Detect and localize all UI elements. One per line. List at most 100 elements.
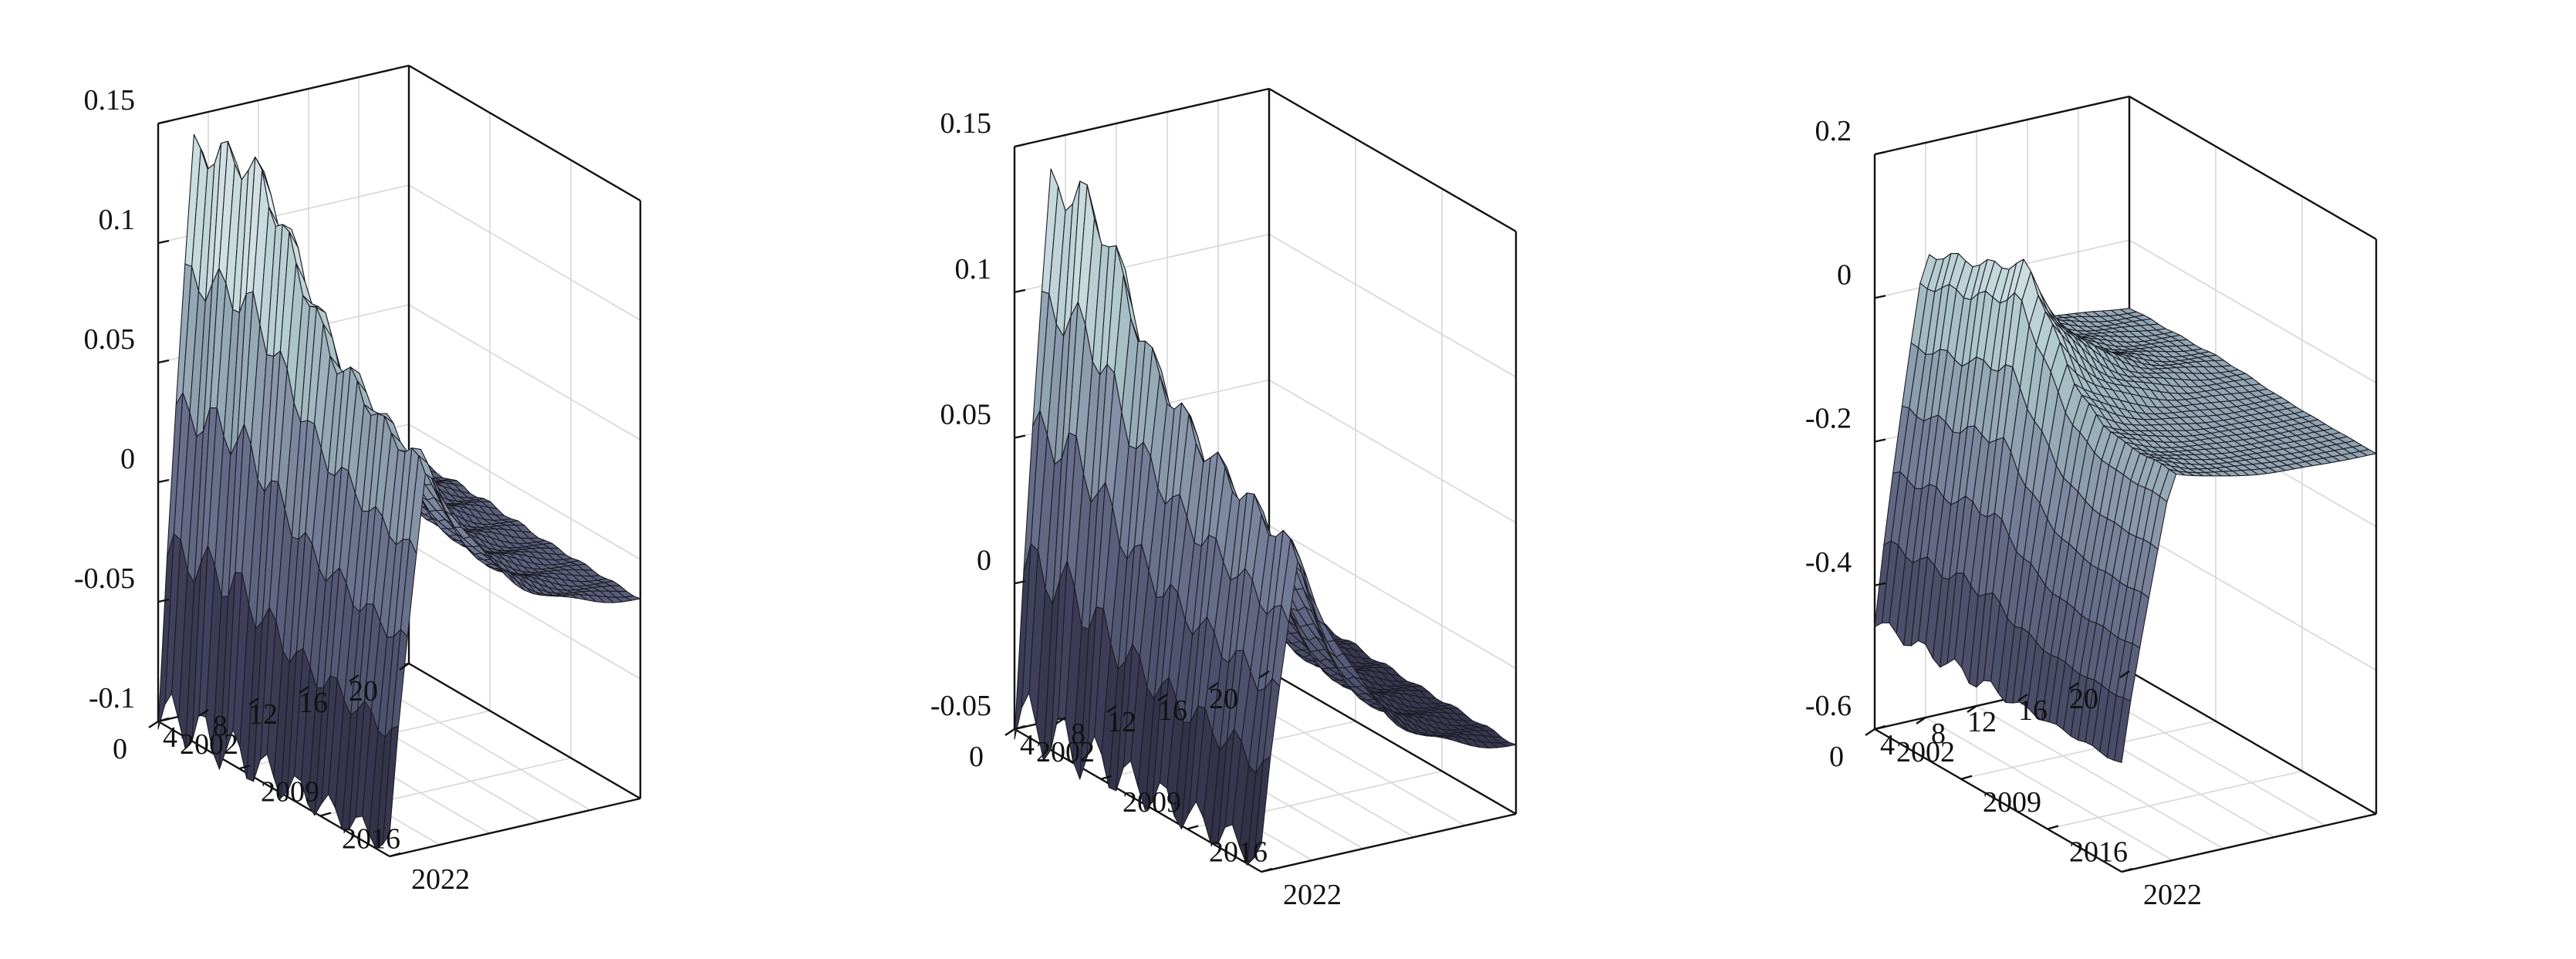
x-tick — [2017, 694, 2028, 701]
y-tick-label: 2016 — [1209, 836, 1268, 869]
x-tick — [2068, 682, 2079, 690]
y-tick-label: 2016 — [342, 823, 400, 856]
z-tick-label: -0.05 — [930, 690, 991, 722]
x-tick — [399, 663, 410, 670]
y-tick — [2121, 867, 2133, 873]
y-tick — [238, 765, 251, 770]
y-axis-line — [2121, 812, 2377, 873]
y-tick — [157, 717, 170, 723]
z-tick-label: 0.1 — [955, 253, 992, 285]
z-tick — [1014, 580, 1026, 585]
z-tick — [157, 598, 170, 603]
y-axis-line — [157, 720, 390, 858]
x-tick-label: 12 — [1107, 706, 1136, 738]
z-tick-label: -0.05 — [74, 562, 135, 595]
x-tick-label: 20 — [2069, 683, 2098, 715]
y-tick-label: 2002 — [1896, 736, 1955, 768]
x-tick — [1208, 682, 1219, 690]
x-tick — [1967, 705, 1977, 713]
z-tick-label: 0 — [977, 544, 991, 576]
box-edge — [1014, 87, 1270, 148]
z-tick — [1874, 582, 1886, 586]
y-tick — [319, 812, 332, 817]
z-tick — [157, 239, 170, 245]
z-tick — [1874, 295, 1886, 299]
x-tick-label: 0 — [1829, 741, 1844, 773]
y-tick — [1100, 775, 1112, 780]
z-tick — [157, 478, 170, 484]
z-tick — [1874, 438, 1886, 443]
ticks: -0.1 -0.05 0 0.05 0.1 0.15 0 4 8 12 16 20 2002 2009 20… — [74, 84, 470, 896]
z-tick-label: 0.05 — [84, 323, 136, 356]
x-tick-label: 20 — [349, 675, 378, 707]
z-tick — [157, 359, 170, 364]
surface-mesh — [1014, 168, 1517, 866]
x-tick — [299, 686, 309, 694]
y-axis-line — [1874, 728, 2122, 873]
box-edge — [1874, 95, 2130, 156]
y-tick — [1187, 825, 1199, 830]
surface-cell — [2114, 697, 2132, 763]
y-tick-label: 2016 — [2069, 836, 2128, 869]
z-tick — [1874, 150, 1886, 156]
y-tick — [1014, 724, 1026, 731]
box-edge — [1268, 670, 1517, 815]
box-edge — [2129, 95, 2377, 241]
y-tick-label: 2022 — [1283, 879, 1342, 911]
z-tick-label: -0.1 — [89, 682, 135, 714]
box-edge — [408, 662, 641, 800]
z-tick-label: -0.4 — [1805, 546, 1852, 579]
y-axis-line — [1261, 812, 1517, 873]
z-tick-label: 0.2 — [1815, 115, 1852, 147]
y-tick-label: 2009 — [1983, 786, 2041, 819]
x-tick-label: 4 — [1880, 729, 1895, 761]
y-tick-label: 2022 — [411, 863, 470, 896]
y-tick-label: 2022 — [2143, 879, 2202, 911]
x-tick — [1106, 705, 1117, 713]
y-tick-label: 2002 — [1036, 736, 1095, 768]
x-tick — [1259, 670, 1270, 678]
box-edge — [1268, 87, 1517, 233]
y-tick — [1261, 867, 1273, 873]
x-tick — [1004, 728, 1015, 736]
surface-panel-3: -0.6 -0.4 -0.2 0 0.2 0 4 8 12 16 20 2002 2009 2016 202… — [1805, 95, 2378, 911]
x-tick-label: 4 — [1020, 729, 1035, 761]
z-tick-label: 0 — [120, 443, 135, 475]
z-tick — [1014, 143, 1026, 148]
ticks: -0.05 0 0.05 0.1 0.15 0 4 8 12 16 20 2002 2009 2016 20… — [930, 107, 1342, 911]
x-tick-label: 12 — [248, 698, 278, 731]
box-edge — [2129, 670, 2377, 815]
y-tick-label: 2009 — [1123, 786, 1181, 819]
x-tick — [2119, 670, 2130, 678]
y-tick — [1960, 775, 1973, 780]
x-tick — [1865, 728, 1875, 736]
surface-mesh — [1874, 253, 2377, 763]
x-tick-label: 12 — [1967, 706, 1997, 738]
box-edge — [408, 64, 641, 202]
x-tick — [148, 721, 159, 728]
z-tick-label: -0.2 — [1805, 403, 1852, 435]
x-tick-label: 0 — [113, 733, 127, 765]
box-edge — [157, 64, 410, 125]
x-tick-label: 16 — [1158, 694, 1187, 727]
y-tick — [2047, 825, 2059, 830]
surface-cell — [382, 725, 400, 845]
x-tick-label: 8 — [1071, 718, 1085, 750]
x-tick-label: 8 — [1931, 718, 1946, 750]
z-tick-label: 0.15 — [84, 84, 136, 116]
x-tick — [1055, 717, 1066, 724]
z-tick — [1014, 289, 1026, 293]
surface-cell — [1254, 756, 1271, 859]
y-tick-label: 2009 — [261, 775, 319, 808]
x-tick — [198, 709, 209, 717]
z-tick — [1014, 434, 1026, 439]
x-tick-label: 16 — [2018, 694, 2048, 727]
ticks: -0.6 -0.4 -0.2 0 0.2 0 4 8 12 16 20 2002 2009 2016 202… — [1805, 115, 2202, 911]
y-axis-line — [1014, 728, 1262, 873]
y-tick — [1874, 724, 1886, 731]
z-tick-label: 0 — [1837, 258, 1852, 291]
z-tick-label: 0.15 — [940, 107, 992, 140]
z-tick — [157, 120, 170, 125]
x-tick-label: 4 — [163, 721, 177, 754]
